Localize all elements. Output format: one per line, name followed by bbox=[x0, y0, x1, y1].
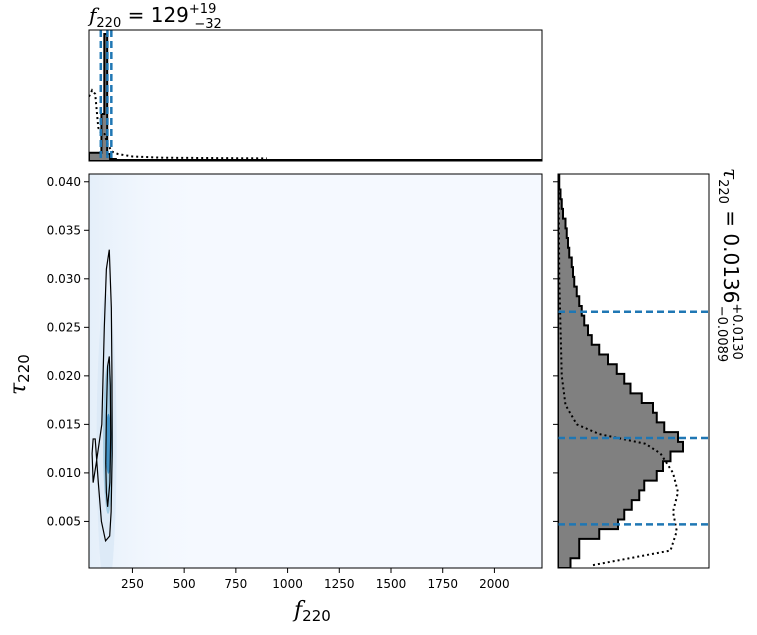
x-tick-label: 250 bbox=[121, 577, 144, 591]
top-marginal-histogram: f220 = 129+19 −32 bbox=[87, 2, 543, 162]
tau220-title-minus: −0.0089 bbox=[714, 306, 729, 362]
x-axis-label: f220 bbox=[292, 598, 331, 625]
f220-title-minus: −32 bbox=[194, 17, 221, 32]
f220-title: f220 = 129+19 −32 bbox=[87, 2, 222, 32]
y-axis-label: τ220 bbox=[6, 354, 33, 395]
y-tick-label: 0.005 bbox=[47, 514, 81, 528]
x-tick-label: 1000 bbox=[272, 577, 303, 591]
right-hist-bars bbox=[558, 174, 684, 568]
y-tick-label: 0.010 bbox=[47, 466, 81, 480]
x-tick-label: 1500 bbox=[376, 577, 407, 591]
y-tick-label: 0.035 bbox=[47, 223, 81, 237]
y-tick-label: 0.040 bbox=[47, 175, 81, 189]
y-tick-label: 0.015 bbox=[47, 417, 81, 431]
tau220-title-plus: +0.0130 bbox=[729, 303, 744, 359]
f220-title-median: 129 bbox=[151, 3, 189, 27]
contour-1 bbox=[91, 249, 113, 543]
x-tick-label: 500 bbox=[173, 577, 196, 591]
x-tick-label: 1250 bbox=[324, 577, 355, 591]
joint-density-panel: 90%50% 250 500 750 1000 1250 1500 1750 2000 0.0… bbox=[6, 173, 543, 625]
f220-title-sub: 220 bbox=[96, 16, 121, 31]
y-axis-label-var: τ bbox=[6, 382, 31, 395]
contour-0 bbox=[105, 356, 112, 507]
x-tick-label: 1750 bbox=[427, 577, 458, 591]
right-prior-line bbox=[558, 181, 680, 567]
f220-title-plus: +19 bbox=[189, 2, 216, 17]
tau220-title-var: τ bbox=[719, 168, 743, 180]
x-tick-label: 2000 bbox=[479, 577, 510, 591]
contour-label-90: 90% bbox=[73, 306, 91, 339]
y-tick-label: 0.020 bbox=[47, 369, 81, 383]
x-tick-label: 750 bbox=[224, 577, 247, 591]
right-marginal-histogram: τ220 = 0.0136+0.0130−0.0089 bbox=[553, 168, 744, 569]
tau220-title-median: = 0.0136 bbox=[719, 210, 743, 303]
top-prior-line bbox=[89, 88, 267, 160]
tau220-title-sub: 220 bbox=[715, 179, 730, 204]
tau220-title: τ220 = 0.0136+0.0130−0.0089 bbox=[714, 168, 744, 362]
y-axis-label-sub: 220 bbox=[15, 354, 33, 383]
y-tick-label: 0.030 bbox=[47, 272, 81, 286]
x-axis-label-sub: 220 bbox=[302, 607, 331, 625]
y-tick-label: 0.025 bbox=[47, 320, 81, 334]
